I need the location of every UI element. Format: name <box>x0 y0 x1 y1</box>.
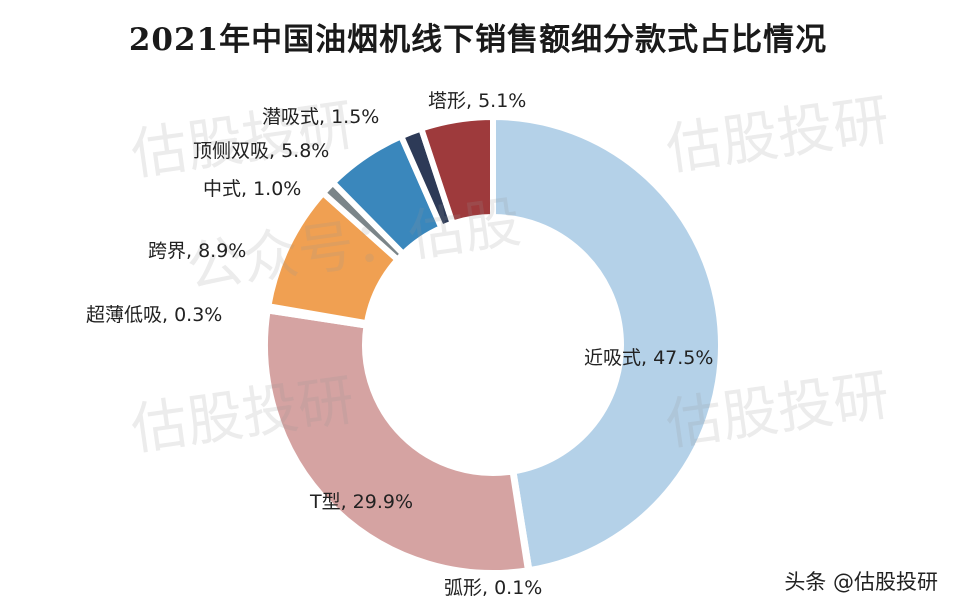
slice-0 <box>490 113 725 574</box>
label-huxing: 弧形, 0.1% <box>444 577 543 599</box>
slice-2 <box>262 307 532 576</box>
slice-8 <box>417 113 496 228</box>
label-taxing: 塔形, 5.1% <box>428 90 527 112</box>
chart-title: 2021年中国油烟机线下销售额细分款式占比情况 <box>128 22 828 58</box>
label-dingce: 顶侧双吸, 5.8% <box>193 140 330 162</box>
credit-text: 头条 @估股投研 <box>784 570 938 594</box>
label-qianxi: 潜吸式, 1.5% <box>262 106 380 128</box>
label-ultrathin: 超薄低吸, 0.3% <box>86 304 223 326</box>
label-jinxi: 近吸式, 47.5% <box>584 347 714 369</box>
label-zhongshi: 中式, 1.0% <box>203 178 302 200</box>
label-t-type: T型, 29.9% <box>310 491 414 513</box>
label-kuajie: 跨界, 8.9% <box>148 240 247 262</box>
